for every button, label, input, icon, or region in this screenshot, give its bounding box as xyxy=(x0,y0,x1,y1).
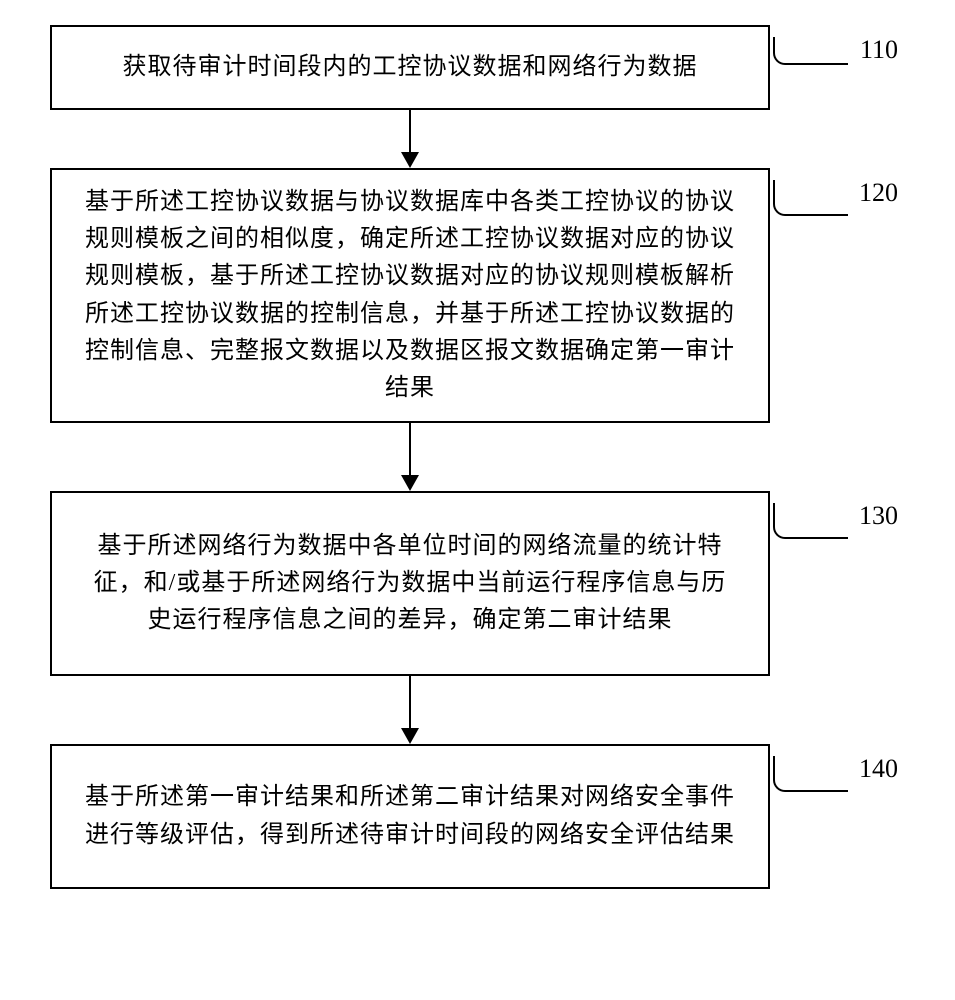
node-text: 获取待审计时间段内的工控协议数据和网络行为数据 xyxy=(123,49,698,86)
flowchart-container: 获取待审计时间段内的工控协议数据和网络行为数据 110 基于所述工控协议数据与协… xyxy=(0,0,955,914)
node-label: 140 xyxy=(859,754,898,784)
arrow-head-icon xyxy=(401,475,419,491)
arrow-head-icon xyxy=(401,152,419,168)
flowchart-node-140: 基于所述第一审计结果和所述第二审计结果对网络安全事件进行等级评估，得到所述待审计… xyxy=(50,744,770,889)
node-text: 基于所述工控协议数据与协议数据库中各类工控协议的协议规则模板之间的相似度，确定所… xyxy=(82,184,738,407)
flowchart-node-130: 基于所述网络行为数据中各单位时间的网络流量的统计特征，和/或基于所述网络行为数据… xyxy=(50,491,770,676)
label-connector xyxy=(773,37,848,65)
label-connector xyxy=(773,756,848,792)
arrow-line xyxy=(409,676,411,728)
arrow-2 xyxy=(50,423,770,491)
node-label: 110 xyxy=(860,35,898,65)
arrow-line xyxy=(409,110,411,152)
arrow-head-icon xyxy=(401,728,419,744)
node-text: 基于所述第一审计结果和所述第二审计结果对网络安全事件进行等级评估，得到所述待审计… xyxy=(82,779,738,853)
node-label: 130 xyxy=(859,501,898,531)
label-connector xyxy=(773,180,848,216)
arrow-1 xyxy=(50,110,770,168)
flowchart-node-120: 基于所述工控协议数据与协议数据库中各类工控协议的协议规则模板之间的相似度，确定所… xyxy=(50,168,770,423)
arrow-3 xyxy=(50,676,770,744)
flowchart-node-110: 获取待审计时间段内的工控协议数据和网络行为数据 110 xyxy=(50,25,770,110)
node-label: 120 xyxy=(859,178,898,208)
node-text: 基于所述网络行为数据中各单位时间的网络流量的统计特征，和/或基于所述网络行为数据… xyxy=(82,528,738,640)
arrow-line xyxy=(409,423,411,475)
label-connector xyxy=(773,503,848,539)
